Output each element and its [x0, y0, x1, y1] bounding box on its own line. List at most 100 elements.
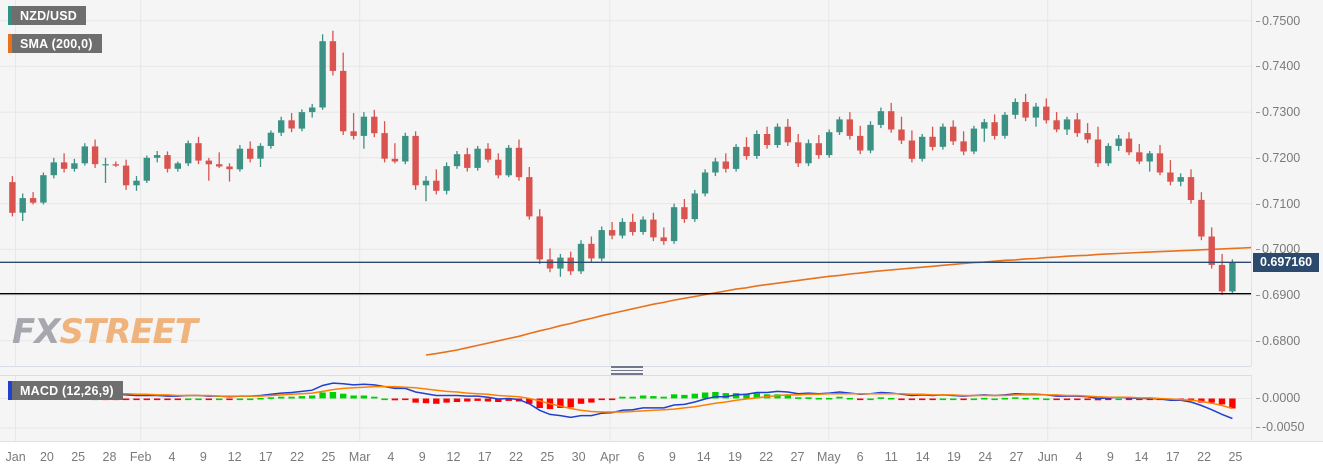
panel-resize-handle[interactable] — [611, 366, 643, 375]
macd-histogram-bar — [205, 398, 212, 401]
candle-body — [133, 180, 140, 186]
macd-histogram-bar — [1198, 398, 1205, 403]
macd-axis-tick: 0.0000 — [1255, 390, 1301, 405]
candle-body — [309, 107, 316, 113]
candle-body — [247, 148, 254, 159]
macd-histogram-bar — [598, 398, 605, 401]
legend-sma[interactable]: SMA (200,0) — [8, 34, 102, 53]
candle-body — [474, 148, 481, 168]
candle-body — [877, 111, 885, 125]
macd-histogram-bar — [247, 398, 254, 401]
candle-body — [164, 155, 171, 169]
candle-body — [381, 133, 388, 159]
candle-body — [991, 122, 998, 136]
candle-body — [960, 141, 967, 152]
price-axis[interactable]: 0.7500 0.7400 0.7300 0.7200 0.7100 0.7000 0.69… — [1251, 0, 1323, 366]
time-axis-tick: 27 — [790, 450, 805, 464]
candle-body — [898, 129, 905, 141]
candle-body — [464, 154, 471, 168]
price-chart-panel[interactable] — [0, 0, 1251, 367]
candle-body — [1063, 119, 1071, 130]
candle-body — [970, 128, 978, 152]
price-axis-tick: 0.7300 — [1255, 105, 1301, 120]
candle-body — [515, 147, 523, 178]
macd-histogram-bar — [216, 398, 223, 401]
macd-histogram-bar — [319, 392, 326, 399]
sma-color-swatch — [8, 34, 12, 53]
candle-body — [257, 145, 264, 159]
macd-histogram-bar — [701, 392, 709, 399]
candle-body — [1022, 102, 1029, 118]
candle-body — [1229, 262, 1236, 292]
candle-body — [1177, 177, 1184, 182]
macd-histogram-bar — [857, 398, 864, 401]
candle-body — [815, 143, 822, 156]
macd-series-line — [12, 382, 1233, 420]
macd-histogram-bar — [981, 397, 988, 400]
symbol-color-swatch — [8, 6, 12, 25]
candle-body — [412, 135, 419, 186]
candle-body — [857, 135, 864, 151]
time-axis-tick: Mar — [348, 450, 371, 464]
time-axis-tick: 9 — [199, 450, 207, 464]
candle-body — [402, 135, 409, 162]
candle-body — [981, 122, 988, 129]
candle-body — [619, 221, 626, 236]
time-axis[interactable]: Jan 20 25 28 Feb 4 9 12 17 22 25 Mar 4 9 12 17 22 25 30 Apr… — [0, 441, 1323, 471]
macd-histogram-bar — [588, 398, 595, 403]
legend-macd[interactable]: MACD (12,26,9) — [8, 381, 123, 400]
time-axis-tick: May — [816, 450, 841, 464]
candle-body — [1043, 106, 1050, 121]
macd-histogram-bar — [164, 398, 171, 401]
candle-body — [784, 126, 791, 143]
candle-body — [774, 126, 781, 145]
macd-histogram-bar — [826, 397, 833, 400]
macd-histogram-bar — [1105, 398, 1112, 401]
macd-histogram-bar — [298, 396, 306, 399]
candle-body — [422, 180, 430, 186]
time-axis-tick: Apr — [600, 450, 620, 464]
candle-body — [9, 182, 16, 213]
candle-body — [112, 164, 119, 166]
time-axis-tick: 22 — [759, 450, 774, 464]
macd-panel[interactable] — [0, 375, 1251, 442]
macd-histogram-bar — [1032, 397, 1040, 400]
candle-body — [205, 160, 212, 165]
candle-body — [1012, 102, 1019, 115]
macd-axis[interactable]: 0.0000 -0.0050 — [1251, 375, 1323, 440]
candle-body — [71, 163, 78, 169]
candle-body — [1208, 236, 1215, 265]
macd-histogram-bar — [960, 398, 967, 401]
candle-body — [91, 146, 99, 165]
macd-histogram-bar — [278, 396, 285, 399]
macd-histogram-bar — [867, 398, 874, 401]
macd-histogram-bar — [1218, 398, 1226, 405]
time-axis-tick: 25 — [321, 450, 336, 464]
candle-body — [1136, 152, 1143, 162]
candle-body — [836, 119, 843, 133]
legend-symbol[interactable]: NZD/USD — [8, 6, 86, 25]
macd-histogram-bar — [536, 398, 543, 408]
macd-histogram-bar — [1229, 398, 1236, 409]
candle-body — [1053, 120, 1060, 130]
macd-histogram-bar — [1115, 398, 1122, 401]
candle-body — [174, 163, 181, 169]
macd-histogram-bar — [919, 398, 926, 401]
macd-histogram-bar — [1208, 398, 1215, 403]
candle-body — [846, 119, 853, 136]
macd-histogram-bar — [1063, 398, 1071, 401]
candle-body — [919, 136, 926, 159]
macd-histogram-bar — [1136, 398, 1143, 401]
candle-body — [122, 165, 130, 186]
candle-body — [195, 143, 202, 161]
price-axis-tick: 0.6800 — [1255, 333, 1301, 348]
macd-histogram-bar — [608, 398, 616, 401]
macd-histogram-bar — [526, 398, 533, 404]
macd-histogram-bar — [877, 397, 885, 399]
candle-body — [505, 147, 512, 176]
candle-body — [350, 131, 357, 136]
candle-body — [826, 132, 833, 156]
macd-histogram-bar — [484, 398, 492, 402]
macd-histogram-bar — [815, 397, 822, 400]
macd-histogram-bar — [433, 398, 440, 404]
